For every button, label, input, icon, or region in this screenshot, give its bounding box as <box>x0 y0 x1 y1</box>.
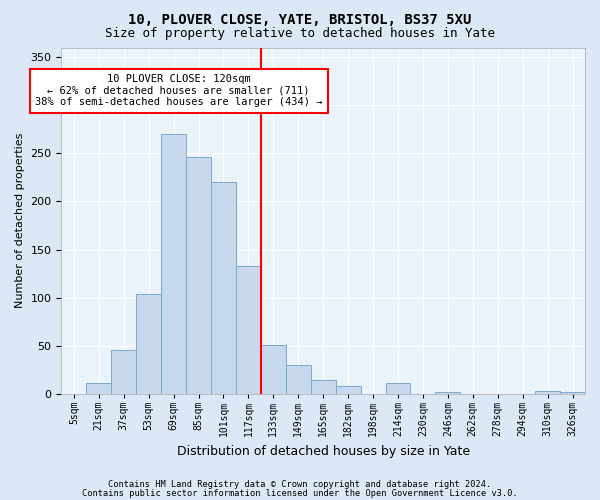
Bar <box>261 345 286 394</box>
Bar <box>436 392 460 394</box>
Bar <box>86 384 111 394</box>
Text: Contains public sector information licensed under the Open Government Licence v3: Contains public sector information licen… <box>82 488 518 498</box>
Bar <box>111 350 136 394</box>
Bar <box>211 182 236 394</box>
X-axis label: Distribution of detached houses by size in Yate: Distribution of detached houses by size … <box>176 444 470 458</box>
Bar <box>286 365 311 394</box>
Bar <box>335 386 361 394</box>
Bar <box>161 134 186 394</box>
Bar <box>535 391 560 394</box>
Bar <box>311 380 335 394</box>
Bar <box>386 384 410 394</box>
Text: 10, PLOVER CLOSE, YATE, BRISTOL, BS37 5XU: 10, PLOVER CLOSE, YATE, BRISTOL, BS37 5X… <box>128 12 472 26</box>
Text: 10 PLOVER CLOSE: 120sqm
← 62% of detached houses are smaller (711)
38% of semi-d: 10 PLOVER CLOSE: 120sqm ← 62% of detache… <box>35 74 322 108</box>
Text: Contains HM Land Registry data © Crown copyright and database right 2024.: Contains HM Land Registry data © Crown c… <box>109 480 491 489</box>
Bar <box>560 392 585 394</box>
Bar <box>236 266 261 394</box>
Y-axis label: Number of detached properties: Number of detached properties <box>15 133 25 308</box>
Bar <box>186 157 211 394</box>
Text: Size of property relative to detached houses in Yate: Size of property relative to detached ho… <box>105 28 495 40</box>
Bar <box>136 294 161 394</box>
